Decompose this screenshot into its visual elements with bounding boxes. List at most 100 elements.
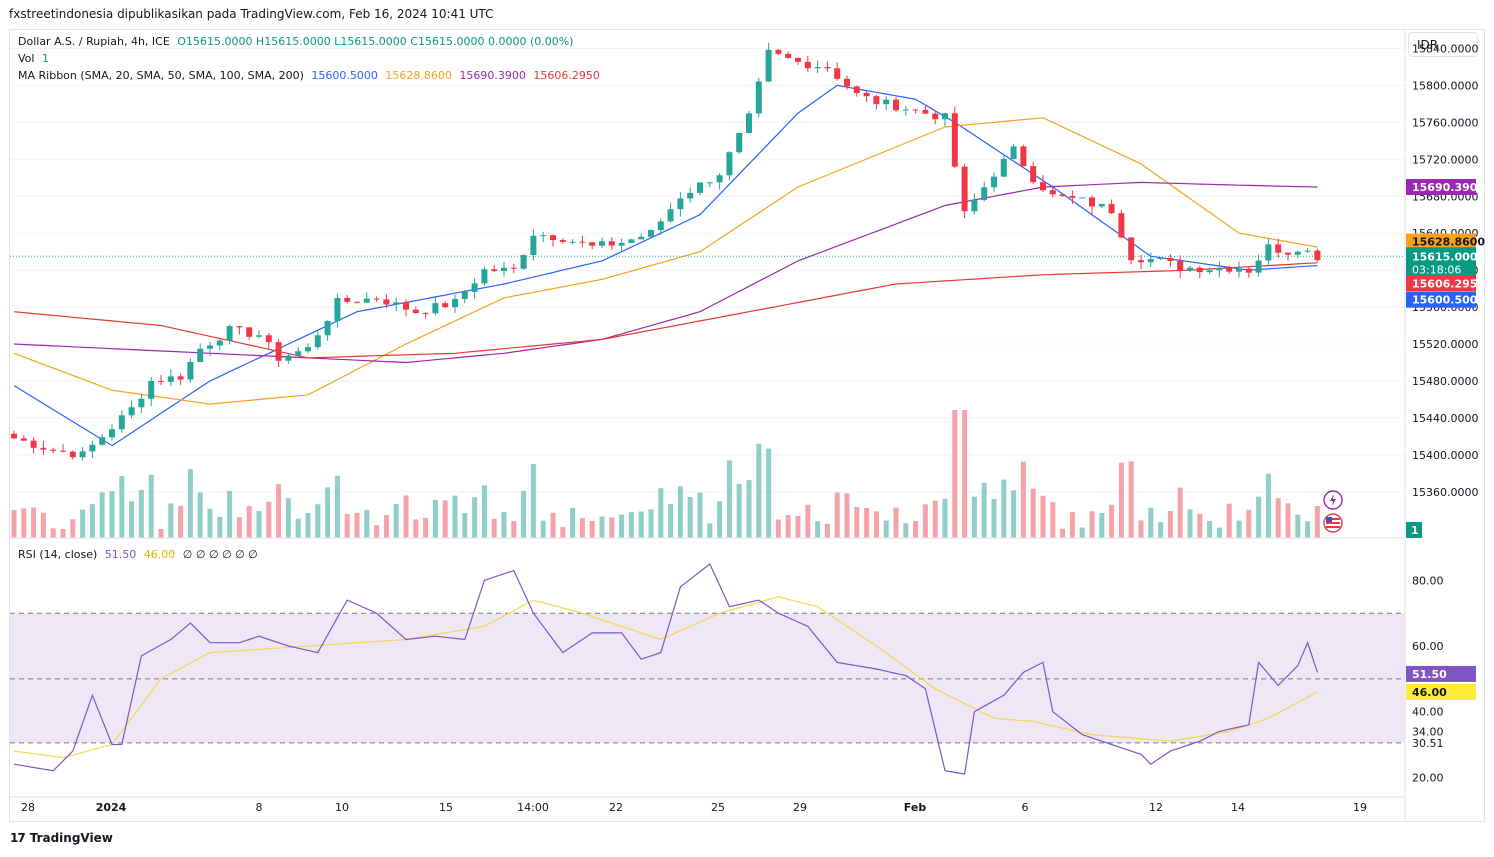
candle-body: [1187, 267, 1193, 271]
volume-bar: [1138, 520, 1144, 538]
volume-bar: [491, 518, 497, 538]
candle-body: [932, 113, 939, 120]
candle-body: [1236, 268, 1242, 272]
candle-body: [305, 347, 311, 352]
volume-bar: [1040, 495, 1046, 538]
candle-body: [540, 235, 547, 237]
time-tick-label: 2024: [96, 801, 127, 814]
lightning-icon[interactable]: [1323, 490, 1343, 510]
volume-bar: [903, 523, 909, 538]
volume-bar: [344, 514, 350, 538]
ma100-value: 15690.3900: [459, 69, 526, 82]
candle-body: [1108, 203, 1115, 214]
time-tick-label: 6: [1022, 801, 1029, 814]
rsi-tick-label: 60.00: [1412, 640, 1444, 653]
sma200-badge-bg: [1406, 275, 1476, 292]
volume-bar: [913, 521, 919, 538]
volume-bar: [374, 525, 380, 538]
price-tick-label: 15440.0000: [1412, 412, 1478, 425]
volume-bar: [246, 506, 252, 538]
volume-bar: [138, 489, 144, 538]
volume-bar: [432, 500, 438, 538]
ma-ribbon: [10, 84, 1405, 447]
rsi-ma-badge: 46.00: [1412, 686, 1447, 699]
volume-bar: [658, 488, 664, 538]
candle-body: [1040, 182, 1046, 191]
price-tick-label: 15720.0000: [1412, 153, 1478, 166]
volume-bar: [158, 528, 164, 538]
candle-body: [1098, 203, 1105, 207]
volume-bars: [11, 410, 1320, 538]
volume-bar: [129, 501, 135, 538]
ma-ribbon-legend[interactable]: MA Ribbon (SMA, 20, SMA, 50, SMA, 100, S…: [18, 69, 604, 82]
volume-bar: [883, 520, 889, 538]
volume-legend[interactable]: Vol 1: [18, 52, 53, 65]
rsi-badge-bg: [1406, 665, 1476, 682]
candle-body: [638, 236, 645, 240]
candle-body: [971, 200, 978, 212]
axes: 15840.0000 15800.0000 15760.0000 15720.0000…: [21, 42, 1478, 814]
sma200-badge: 15606.2950: [1412, 277, 1485, 290]
volume-bar: [540, 520, 546, 538]
candle-body: [951, 113, 958, 167]
candle-body: [834, 68, 841, 79]
candle-body: [785, 53, 792, 58]
volume-bar: [785, 515, 791, 538]
candle-body: [608, 241, 615, 246]
symbol-title[interactable]: Dollar A.S. / Rupiah, 4h, ICE: [18, 35, 170, 48]
candle-body: [1020, 146, 1027, 167]
candle-body: [883, 99, 890, 105]
rsi-legend[interactable]: RSI (14, close) 51.50 46.00 ∅ ∅ ∅ ∅ ∅ ∅: [18, 548, 262, 561]
volume-bar: [1001, 479, 1007, 538]
volume-bar: [834, 492, 840, 538]
candle-body: [324, 320, 331, 336]
volume-bar: [844, 493, 850, 538]
candle-body: [1030, 166, 1037, 183]
candle-body: [961, 166, 968, 212]
chart-frame: [9, 29, 1485, 822]
candle-body: [657, 221, 664, 231]
candle-body: [236, 326, 243, 328]
candle-body: [775, 49, 782, 54]
candle-body: [1285, 252, 1291, 255]
rsi-badge: 51.50: [1412, 668, 1447, 681]
candle-body: [559, 240, 566, 242]
sma200-line: [13, 262, 1318, 359]
candle-body: [20, 438, 27, 441]
volume-bar: [99, 492, 105, 538]
rsi-tick-label: 40.00: [1412, 706, 1444, 719]
candle-body: [89, 444, 96, 452]
volume-bar: [1226, 503, 1232, 538]
volume-bar: [452, 495, 458, 538]
candle-body: [863, 92, 870, 97]
volume-bar: [119, 475, 125, 538]
volume-bar: [276, 484, 282, 538]
volume-bar: [854, 506, 860, 538]
volume-bar: [1314, 506, 1320, 538]
candle-body: [461, 291, 468, 299]
time-tick-label: 22: [609, 801, 623, 814]
tradingview-logo[interactable]: 17 TradingView: [10, 831, 113, 845]
candles: [11, 42, 1321, 461]
rsi-tick-label: 34.00: [1412, 725, 1444, 738]
volume-bar: [1050, 502, 1056, 538]
symbol-legend[interactable]: Dollar A.S. / Rupiah, 4h, ICE O15615.000…: [18, 35, 577, 48]
candle-body: [746, 113, 752, 133]
volume-bar: [21, 508, 27, 538]
currency-button[interactable]: IDR: [1408, 32, 1478, 57]
volume-bar: [109, 491, 115, 538]
candle-body: [148, 380, 155, 399]
time-tick-label: 25: [711, 801, 725, 814]
candle-body: [11, 433, 17, 439]
ohlc-values: O15615.0000 H15615.0000 L15615.0000 C156…: [177, 35, 574, 48]
volume-bar: [148, 474, 154, 538]
us-flag-icon[interactable]: [1323, 513, 1343, 533]
candle-body: [1245, 268, 1252, 273]
candle-body: [667, 209, 674, 222]
candle-body: [363, 298, 370, 303]
volume-bar: [511, 521, 517, 538]
volume-bar: [873, 511, 879, 538]
candle-body: [520, 255, 527, 269]
candle-body: [873, 96, 880, 105]
